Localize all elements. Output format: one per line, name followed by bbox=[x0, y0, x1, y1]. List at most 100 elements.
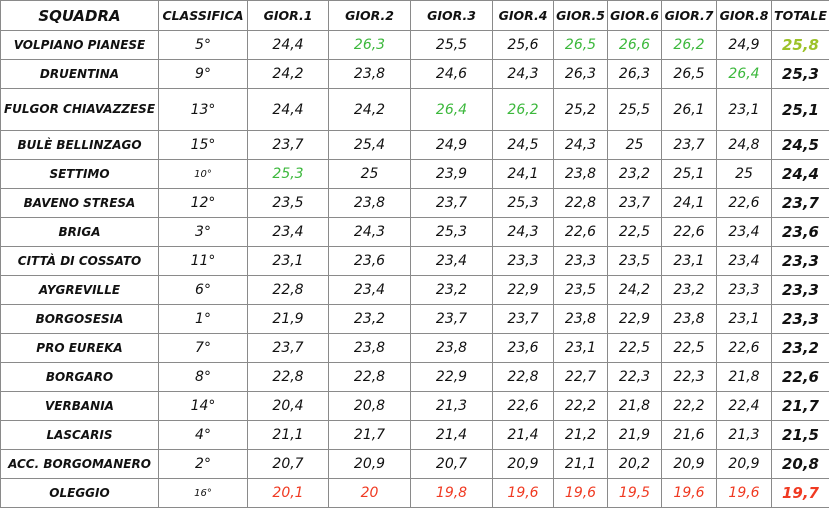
rank-cell: 5° bbox=[158, 30, 248, 60]
header-gior-4: GIOR.4 bbox=[492, 0, 554, 31]
score-cell: 23,9 bbox=[410, 159, 493, 189]
score-cell: 21,9 bbox=[607, 420, 662, 450]
score-cell: 21,7 bbox=[328, 420, 411, 450]
score-cell: 23,3 bbox=[492, 246, 554, 276]
team-name: BRIGA bbox=[0, 217, 159, 247]
score-cell: 23,4 bbox=[716, 246, 772, 276]
score-cell: 23,8 bbox=[553, 304, 608, 334]
score-cell: 24,4 bbox=[247, 30, 329, 60]
header-gior-6: GIOR.6 bbox=[607, 0, 662, 31]
team-name: BAVENO STRESA bbox=[0, 188, 159, 218]
score-cell: 23,8 bbox=[553, 159, 608, 189]
score-cell: 22,9 bbox=[607, 304, 662, 334]
score-cell: 26,3 bbox=[328, 30, 411, 60]
rank-cell: 11° bbox=[158, 246, 248, 276]
team-name: SETTIMO bbox=[0, 159, 159, 189]
score-cell: 21,1 bbox=[553, 449, 608, 479]
total-cell: 23,7 bbox=[771, 188, 829, 218]
score-cell: 23,8 bbox=[410, 333, 493, 363]
score-cell: 22,6 bbox=[716, 333, 772, 363]
total-cell: 25,3 bbox=[771, 59, 829, 89]
score-cell: 23,6 bbox=[492, 333, 554, 363]
score-cell: 24,3 bbox=[328, 217, 411, 247]
score-cell: 24,2 bbox=[607, 275, 662, 305]
table-row: OLEGGIO 16° 20,1 20 19,8 19,6 19,6 19,5 19,6 19,6… bbox=[0, 478, 829, 508]
score-cell: 21,3 bbox=[716, 420, 772, 450]
score-cell: 23,2 bbox=[328, 304, 411, 334]
team-name: DRUENTINA bbox=[0, 59, 159, 89]
score-cell: 23,8 bbox=[661, 304, 717, 334]
score-cell: 23,7 bbox=[607, 188, 662, 218]
score-cell: 23,7 bbox=[247, 130, 329, 160]
score-cell: 21,3 bbox=[410, 391, 493, 421]
score-cell: 20,9 bbox=[492, 449, 554, 479]
total-cell: 24,5 bbox=[771, 130, 829, 160]
score-cell: 20,9 bbox=[716, 449, 772, 479]
score-cell: 23,7 bbox=[410, 304, 493, 334]
score-cell: 23,3 bbox=[553, 246, 608, 276]
score-cell: 20,1 bbox=[247, 478, 329, 508]
rank-cell: 1° bbox=[158, 304, 248, 334]
score-cell: 25,5 bbox=[607, 88, 662, 131]
score-cell: 24,8 bbox=[716, 130, 772, 160]
score-cell: 24,3 bbox=[553, 130, 608, 160]
score-cell: 20,7 bbox=[410, 449, 493, 479]
score-cell: 20,9 bbox=[661, 449, 717, 479]
score-cell: 22,5 bbox=[661, 333, 717, 363]
score-cell: 23,7 bbox=[410, 188, 493, 218]
header-gior-3: GIOR.3 bbox=[410, 0, 493, 31]
score-cell: 26,6 bbox=[607, 30, 662, 60]
total-cell: 25,1 bbox=[771, 88, 829, 131]
table-row: AYGREVILLE 6° 22,8 23,4 23,2 22,9 23,5 24,2 23,2… bbox=[0, 275, 829, 305]
score-cell: 24,3 bbox=[492, 217, 554, 247]
score-cell: 26,2 bbox=[492, 88, 554, 131]
score-cell: 26,3 bbox=[607, 59, 662, 89]
score-cell: 25,4 bbox=[328, 130, 411, 160]
team-name: BORGOSESIA bbox=[0, 304, 159, 334]
score-cell: 26,2 bbox=[661, 30, 717, 60]
table-row: DRUENTINA 9° 24,2 23,8 24,6 24,3 26,3 26,3 26,5 2… bbox=[0, 59, 829, 89]
score-cell: 22,8 bbox=[553, 188, 608, 218]
team-name: VOLPIANO PIANESE bbox=[0, 30, 159, 60]
total-cell: 23,6 bbox=[771, 217, 829, 247]
rank-cell: 9° bbox=[158, 59, 248, 89]
score-cell: 20,7 bbox=[247, 449, 329, 479]
score-cell: 22,3 bbox=[607, 362, 662, 392]
team-name: FULGOR CHIAVAZZESE bbox=[0, 88, 159, 131]
total-cell: 23,3 bbox=[771, 304, 829, 334]
score-cell: 24,9 bbox=[716, 30, 772, 60]
score-cell: 24,1 bbox=[492, 159, 554, 189]
score-cell: 23,7 bbox=[492, 304, 554, 334]
score-cell: 26,5 bbox=[661, 59, 717, 89]
team-name: ACC. BORGOMANERO bbox=[0, 449, 159, 479]
score-cell: 25,3 bbox=[247, 159, 329, 189]
score-cell: 23,2 bbox=[410, 275, 493, 305]
score-cell: 21,9 bbox=[247, 304, 329, 334]
total-cell: 23,3 bbox=[771, 275, 829, 305]
score-cell: 24,3 bbox=[492, 59, 554, 89]
table-row: VERBANIA 14° 20,4 20,8 21,3 22,6 22,2 21,8 22,2 2… bbox=[0, 391, 829, 421]
header-rank: CLASSIFICA bbox=[158, 0, 248, 31]
score-cell: 21,1 bbox=[247, 420, 329, 450]
score-cell: 23,5 bbox=[607, 246, 662, 276]
score-cell: 22,8 bbox=[328, 362, 411, 392]
header-gior-2: GIOR.2 bbox=[328, 0, 411, 31]
score-cell: 25,5 bbox=[410, 30, 493, 60]
rank-cell: 16° bbox=[158, 478, 248, 508]
table-row: BORGARO 8° 22,8 22,8 22,9 22,8 22,7 22,3 22,3 21,… bbox=[0, 362, 829, 392]
score-cell: 23,2 bbox=[607, 159, 662, 189]
score-cell: 21,8 bbox=[607, 391, 662, 421]
score-cell: 20 bbox=[328, 478, 411, 508]
total-cell: 20,8 bbox=[771, 449, 829, 479]
score-cell: 23,8 bbox=[328, 188, 411, 218]
score-cell: 19,6 bbox=[716, 478, 772, 508]
table-row: PRO EUREKA 7° 23,7 23,8 23,8 23,6 23,1 22,5 22,5… bbox=[0, 333, 829, 363]
score-cell: 26,5 bbox=[553, 30, 608, 60]
score-cell: 23,4 bbox=[410, 246, 493, 276]
score-cell: 22,7 bbox=[553, 362, 608, 392]
table-row: CITTÀ DI COSSATO 11° 23,1 23,6 23,4 23,3 23,3 2… bbox=[0, 246, 829, 276]
score-cell: 21,4 bbox=[410, 420, 493, 450]
score-cell: 23,7 bbox=[661, 130, 717, 160]
score-cell: 20,8 bbox=[328, 391, 411, 421]
table-row: ACC. BORGOMANERO 2° 20,7 20,9 20,7 20,9 21,1 20… bbox=[0, 449, 829, 479]
